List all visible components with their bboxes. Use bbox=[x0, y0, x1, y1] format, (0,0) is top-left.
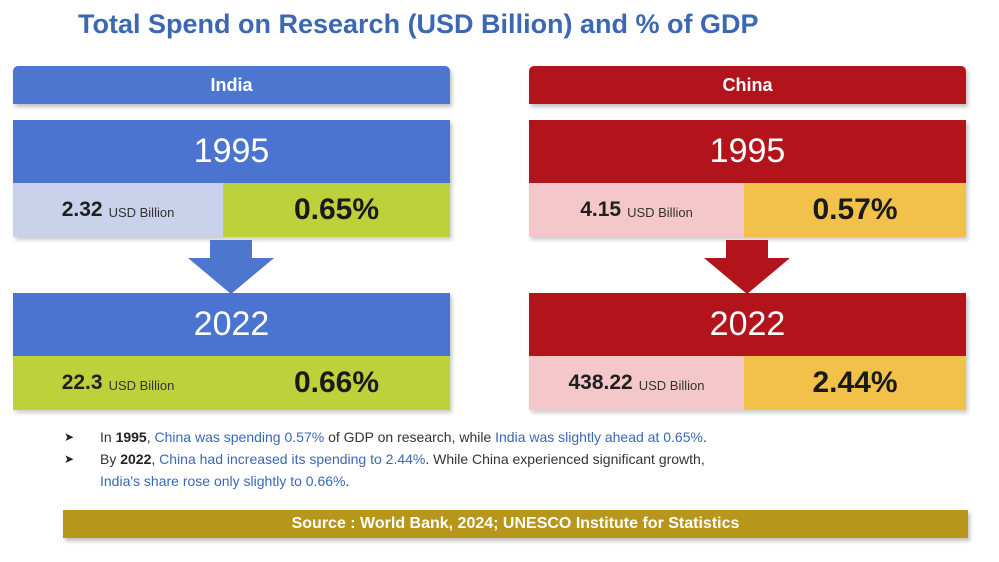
india-row-2022: 22.3 USD Billion 0.66% bbox=[13, 356, 450, 410]
china-panel: China 1995 4.15 USD Billion 0.57% 2022 4… bbox=[529, 66, 966, 410]
bullet-1: ➤ In 1995, China was spending 0.57% of G… bbox=[64, 426, 964, 448]
bullet-2-continuation: India's share rose only slightly to 0.66… bbox=[100, 473, 350, 489]
bullet-arrow-icon: ➤ bbox=[64, 452, 75, 466]
india-gdp-pct-1995: 0.65% bbox=[223, 183, 450, 237]
india-down-arrow-icon bbox=[188, 240, 274, 294]
china-header: China bbox=[529, 66, 966, 104]
bullet-arrow-icon: ➤ bbox=[64, 430, 75, 444]
source-banner: Source : World Bank, 2024; UNESCO Instit… bbox=[63, 510, 968, 538]
india-spend-1995-unit: USD Billion bbox=[108, 205, 175, 220]
china-row-1995: 4.15 USD Billion 0.57% bbox=[529, 183, 966, 237]
india-spend-2022-unit: USD Billion bbox=[108, 378, 175, 393]
china-down-arrow-icon bbox=[704, 240, 790, 294]
india-spend-2022: 22.3 bbox=[61, 371, 103, 394]
india-year-2022: 2022 bbox=[13, 293, 450, 356]
china-row-2022: 438.22 USD Billion 2.44% bbox=[529, 356, 966, 410]
china-spend-2022: 438.22 bbox=[568, 371, 633, 394]
china-gdp-pct-1995: 0.57% bbox=[744, 183, 966, 237]
china-spend-1995-cell: 4.15 USD Billion bbox=[529, 183, 744, 237]
india-header: India bbox=[13, 66, 450, 104]
india-panel: India 1995 2.32 USD Billion 0.65% 2022 2… bbox=[13, 66, 450, 410]
india-row-1995: 2.32 USD Billion 0.65% bbox=[13, 183, 450, 237]
bullet-1-text: In 1995, China was spending 0.57% of GDP… bbox=[100, 429, 707, 445]
china-spend-1995: 4.15 bbox=[580, 198, 622, 221]
page-title: Total Spend on Research (USD Billion) an… bbox=[78, 9, 759, 39]
bullet-2-text: By 2022, China had increased its spendin… bbox=[100, 451, 705, 467]
china-year-1995: 1995 bbox=[529, 120, 966, 183]
india-spend-1995: 2.32 bbox=[61, 198, 103, 221]
india-spend-1995-cell: 2.32 USD Billion bbox=[13, 183, 223, 237]
china-spend-1995-unit: USD Billion bbox=[627, 205, 693, 220]
summary-bullets: ➤ In 1995, China was spending 0.57% of G… bbox=[64, 426, 964, 492]
china-year-2022: 2022 bbox=[529, 293, 966, 356]
india-spend-2022-cell: 22.3 USD Billion bbox=[13, 356, 223, 410]
bullet-2: ➤ By 2022, China had increased its spend… bbox=[64, 448, 964, 470]
china-gdp-pct-2022: 2.44% bbox=[744, 356, 966, 410]
china-spend-2022-cell: 438.22 USD Billion bbox=[529, 356, 744, 410]
india-gdp-pct-2022: 0.66% bbox=[223, 356, 450, 410]
china-spend-2022-unit: USD Billion bbox=[638, 378, 705, 393]
india-year-1995: 1995 bbox=[13, 120, 450, 183]
